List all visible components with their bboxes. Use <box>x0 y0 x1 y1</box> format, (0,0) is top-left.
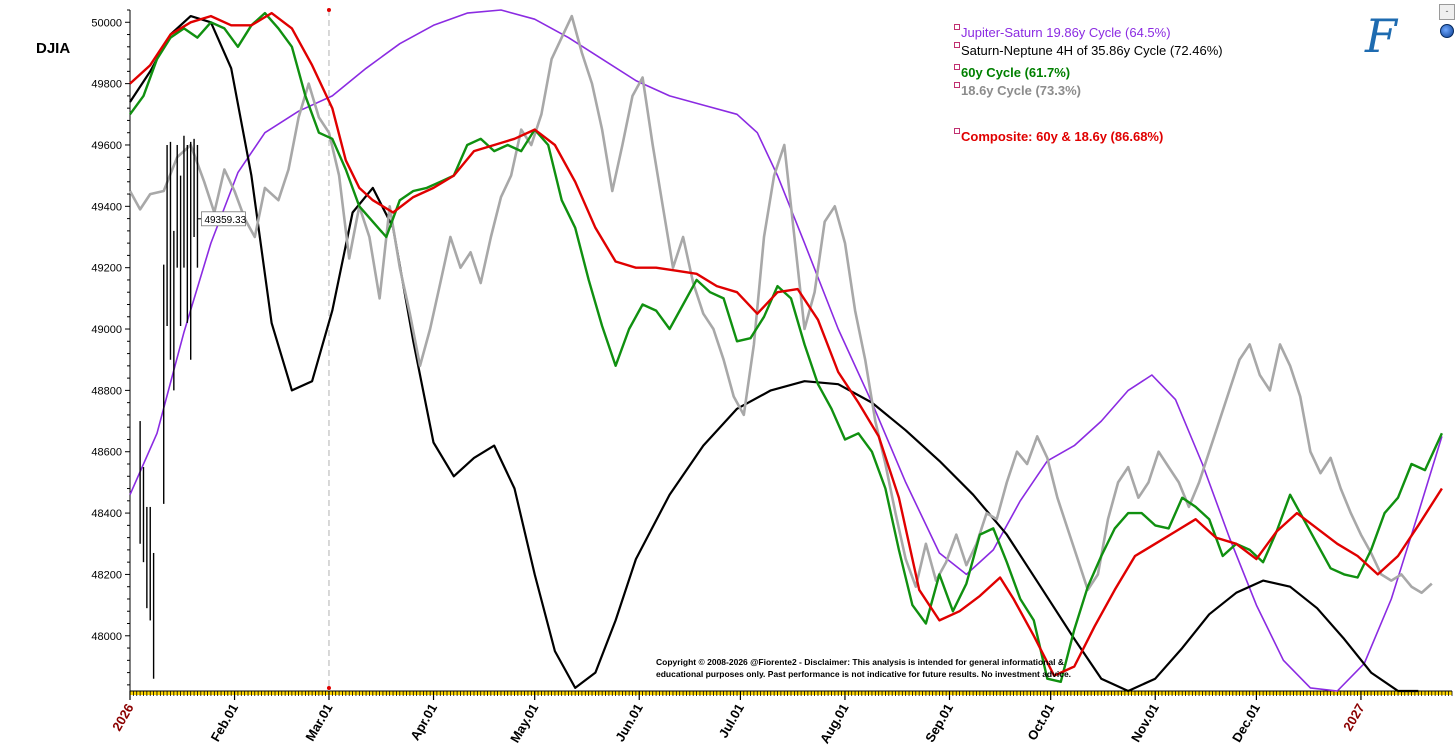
x-tick-label: Apr.01 <box>407 701 440 743</box>
legend-item-60y-cycle: 60y Cycle (61.7%) <box>954 64 1223 82</box>
legend-item-saturn-neptune: Saturn-Neptune 4H of 35.86y Cycle (72.46… <box>954 42 1223 60</box>
y-tick-label: 49400 <box>91 201 122 213</box>
x-tick-label: May.01 <box>507 701 541 745</box>
current-date-marker-top <box>326 8 331 12</box>
globe-icon[interactable] <box>1440 24 1454 38</box>
legend-marker <box>954 42 960 48</box>
ticker-label: DJIA <box>36 40 71 57</box>
y-tick-label: 49800 <box>91 79 122 91</box>
y-tick-label: 48000 <box>91 631 122 643</box>
minimize-button[interactable]: - <box>1439 4 1455 20</box>
y-tick-label: 49000 <box>91 324 122 336</box>
x-tick-label: 2027 <box>1340 701 1367 734</box>
legend-label: Saturn-Neptune 4H of 35.86y Cycle (72.46… <box>961 43 1223 58</box>
x-tick-label: Dec.01 <box>1229 701 1263 745</box>
copyright-disclaimer: Copyright © 2008-2026 @Fiorente2 - Discl… <box>656 657 1072 679</box>
legend-marker <box>954 24 960 30</box>
legend-label: Composite: 60y & 18.6y (86.68%) <box>961 129 1164 144</box>
legend-item-18-6y-cycle: 18.6y Cycle (73.3%) <box>954 82 1223 100</box>
y-tick-label: 48400 <box>91 508 122 520</box>
y-tick-label: 50000 <box>91 17 122 29</box>
legend: Jupiter-Saturn 19.86y Cycle (64.5%) Satu… <box>954 24 1223 146</box>
x-tick-label: Jul.01 <box>716 701 747 740</box>
composite-line <box>129 11 1443 677</box>
x-tick-label: Feb.01 <box>208 701 242 744</box>
cycle-18-6y-line <box>128 14 1433 595</box>
legend-item-jupiter-saturn: Jupiter-Saturn 19.86y Cycle (64.5%) <box>954 24 1223 42</box>
legend-item-composite: Composite: 60y & 18.6y (86.68%) <box>954 128 1223 146</box>
x-tick-label: Mar.01 <box>302 701 335 744</box>
jupiter-saturn-line <box>129 9 1443 692</box>
y-tick-label: 48600 <box>91 447 122 459</box>
legend-marker <box>954 128 960 134</box>
legend-marker <box>954 82 960 88</box>
saturn-neptune-line <box>129 15 1419 693</box>
x-tick-label: Oct.01 <box>1024 701 1057 743</box>
x-tick-label: 2026 <box>109 701 136 734</box>
legend-label: 18.6y Cycle (73.3%) <box>961 83 1081 98</box>
x-tick-label: Aug.01 <box>817 701 852 746</box>
y-tick-label: 48800 <box>91 385 122 397</box>
legend-label: 60y Cycle (61.7%) <box>961 65 1071 80</box>
price-label-box <box>201 211 246 227</box>
x-tick-label: Nov.01 <box>1128 701 1162 745</box>
y-tick-label: 49200 <box>91 263 122 275</box>
y-tick-label: 48200 <box>91 569 122 581</box>
legend-marker <box>954 64 960 70</box>
current-date-marker-bottom <box>326 686 331 690</box>
y-tick-label: 49600 <box>91 140 122 152</box>
cycle-60y-line <box>129 11 1443 683</box>
fiorente-logo: F <box>1365 9 1397 63</box>
x-tick-label: Sep.01 <box>922 701 956 745</box>
legend-label: Jupiter-Saturn 19.86y Cycle (64.5%) <box>961 25 1171 40</box>
x-tick-label: Jun.01 <box>612 701 646 744</box>
price-label: 49359.33 <box>204 215 246 226</box>
